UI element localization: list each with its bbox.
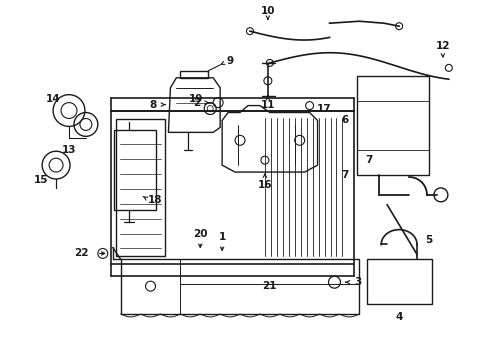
Bar xyxy=(366,260,431,304)
Text: 19: 19 xyxy=(189,94,203,104)
Text: 3: 3 xyxy=(354,277,361,287)
Text: 11: 11 xyxy=(260,100,275,109)
Text: 8: 8 xyxy=(148,100,156,109)
Bar xyxy=(116,120,165,256)
Bar xyxy=(114,130,155,210)
Text: 10: 10 xyxy=(260,6,275,16)
Bar xyxy=(121,260,359,314)
Text: 7: 7 xyxy=(365,155,372,165)
Text: 4: 4 xyxy=(395,312,402,322)
Text: 13: 13 xyxy=(61,145,76,155)
Text: 14: 14 xyxy=(46,94,61,104)
Text: 16: 16 xyxy=(257,180,272,190)
Text: 21: 21 xyxy=(262,281,277,291)
Bar xyxy=(111,111,354,264)
Text: 9: 9 xyxy=(226,56,233,66)
Text: 7: 7 xyxy=(341,170,348,180)
Text: 5: 5 xyxy=(425,234,432,244)
Text: 22: 22 xyxy=(74,248,88,258)
Text: 18: 18 xyxy=(148,195,163,205)
Text: 12: 12 xyxy=(435,41,449,51)
Text: 17: 17 xyxy=(317,104,331,113)
Text: 1: 1 xyxy=(218,231,225,242)
Text: 6: 6 xyxy=(341,116,348,126)
Bar xyxy=(357,76,428,175)
Text: 15: 15 xyxy=(34,175,48,185)
Text: 20: 20 xyxy=(193,229,207,239)
Text: 2: 2 xyxy=(192,98,200,108)
